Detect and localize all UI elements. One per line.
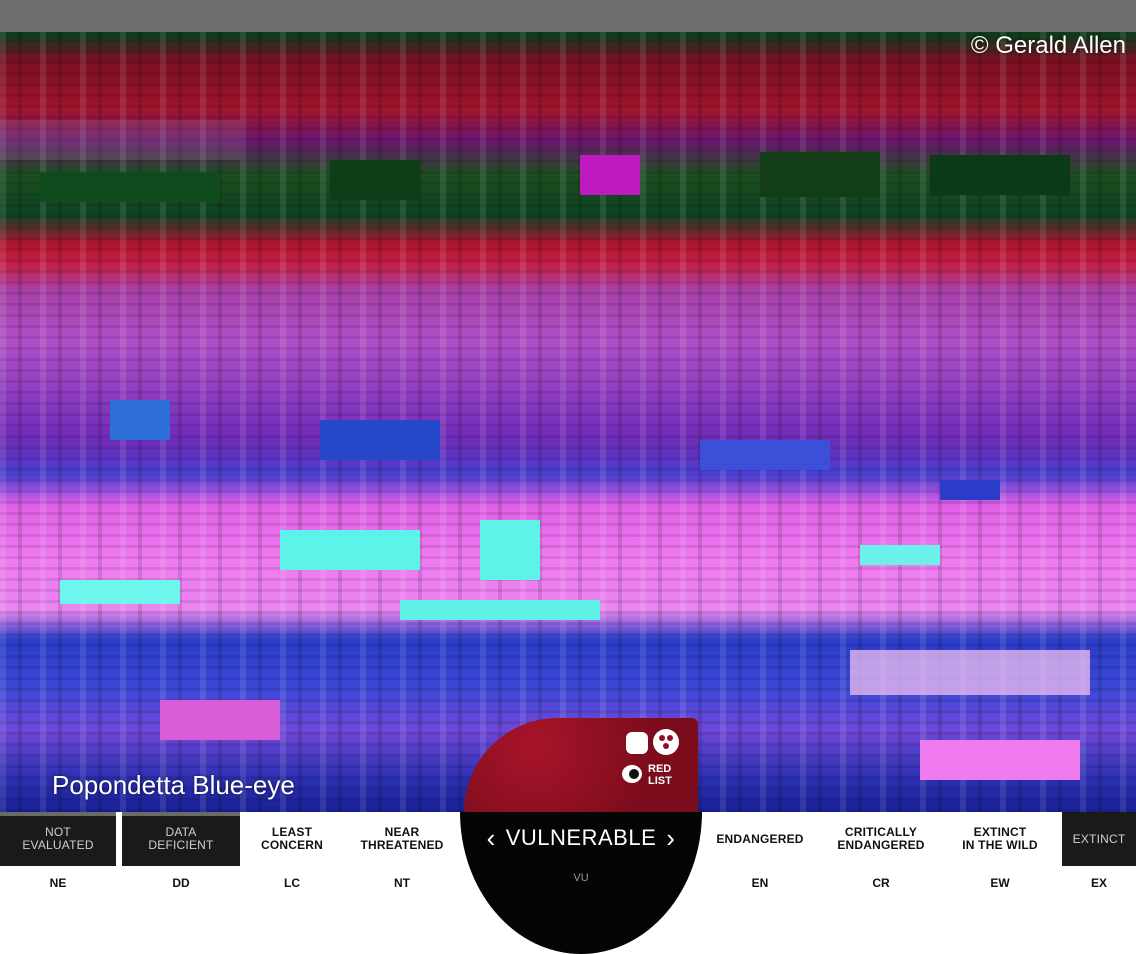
- category-label: NEAR: [384, 825, 420, 839]
- selected-category-label: VULNERABLE: [505, 825, 657, 850]
- category-code: CR: [872, 876, 890, 890]
- category-label: CRITICALLY: [844, 825, 918, 839]
- photo-top-strip: [0, 0, 1136, 32]
- category-label: THREATENED: [360, 838, 444, 852]
- photo-block: [60, 580, 180, 604]
- svg-text:LIST: LIST: [648, 775, 672, 787]
- category-label: CONCERN: [260, 838, 324, 852]
- selected-category: ‹ VULNERABLE ›: [462, 818, 700, 858]
- category-en[interactable]: ENDANGERED: [702, 812, 818, 866]
- category-label: EVALUATED: [22, 838, 94, 852]
- red-list-logo-icon: RED LIST: [622, 729, 679, 787]
- category-label: ENDANGERED: [716, 831, 804, 846]
- photo-block: [480, 520, 540, 580]
- photo-block: [580, 155, 640, 195]
- category-code: LC: [284, 876, 300, 890]
- photo-block: [0, 120, 240, 160]
- photo-block: [400, 600, 600, 620]
- category-ne[interactable]: NOT EVALUATED: [0, 812, 116, 866]
- category-code: NT: [394, 876, 410, 890]
- photo-block: [920, 740, 1080, 780]
- photo-block: [40, 172, 220, 202]
- chevron-right-icon[interactable]: ›: [666, 823, 676, 853]
- species-name: Popondetta Blue-eye: [52, 770, 295, 800]
- category-code: EN: [751, 876, 769, 890]
- category-dd[interactable]: DATA DEFICIENT: [122, 812, 240, 866]
- photo-block: [330, 160, 420, 200]
- category-code: DD: [172, 876, 190, 890]
- category-label: IN THE WILD: [962, 838, 1038, 852]
- category-label: LEAST: [271, 825, 313, 839]
- category-ew[interactable]: EXTINCT IN THE WILD: [944, 812, 1056, 866]
- photo-block: [940, 480, 1000, 500]
- svg-text:RED: RED: [648, 763, 671, 775]
- photo-credit: © Gerald Allen: [970, 32, 1126, 59]
- category-label: ENDANGERED: [837, 838, 925, 852]
- selected-category-code: VU: [573, 872, 589, 884]
- photo-block: [280, 530, 420, 570]
- category-code: EX: [1090, 876, 1107, 890]
- category-cr[interactable]: CRITICALLY ENDANGERED: [818, 812, 944, 866]
- category-label: DEFICIENT: [148, 838, 214, 852]
- photo-block: [860, 545, 940, 565]
- category-code: EW: [990, 876, 1010, 890]
- photo-block: [850, 650, 1090, 695]
- species-photo: © Gerald Allen Popondetta Blue-eye: [0, 0, 1136, 812]
- photo-block: [110, 400, 170, 440]
- photo-block: [930, 155, 1070, 195]
- category-label: NOT: [45, 825, 71, 839]
- category-indicator: [0, 812, 116, 816]
- category-label: EXTINCT: [1072, 831, 1126, 846]
- category-nt[interactable]: NEAR THREATENED: [344, 812, 460, 866]
- category-lc[interactable]: LEAST CONCERN: [240, 812, 344, 866]
- chevron-left-icon[interactable]: ‹: [486, 823, 496, 853]
- photo-block: [160, 700, 280, 740]
- photo-block: [760, 152, 880, 197]
- category-ex[interactable]: EXTINCT: [1062, 812, 1136, 866]
- category-indicator: [122, 812, 240, 816]
- category-label: DATA: [165, 825, 197, 839]
- photo-block: [700, 440, 830, 470]
- photo-block: [320, 420, 440, 460]
- category-label: EXTINCT: [973, 825, 1027, 839]
- category-code: NE: [49, 876, 67, 890]
